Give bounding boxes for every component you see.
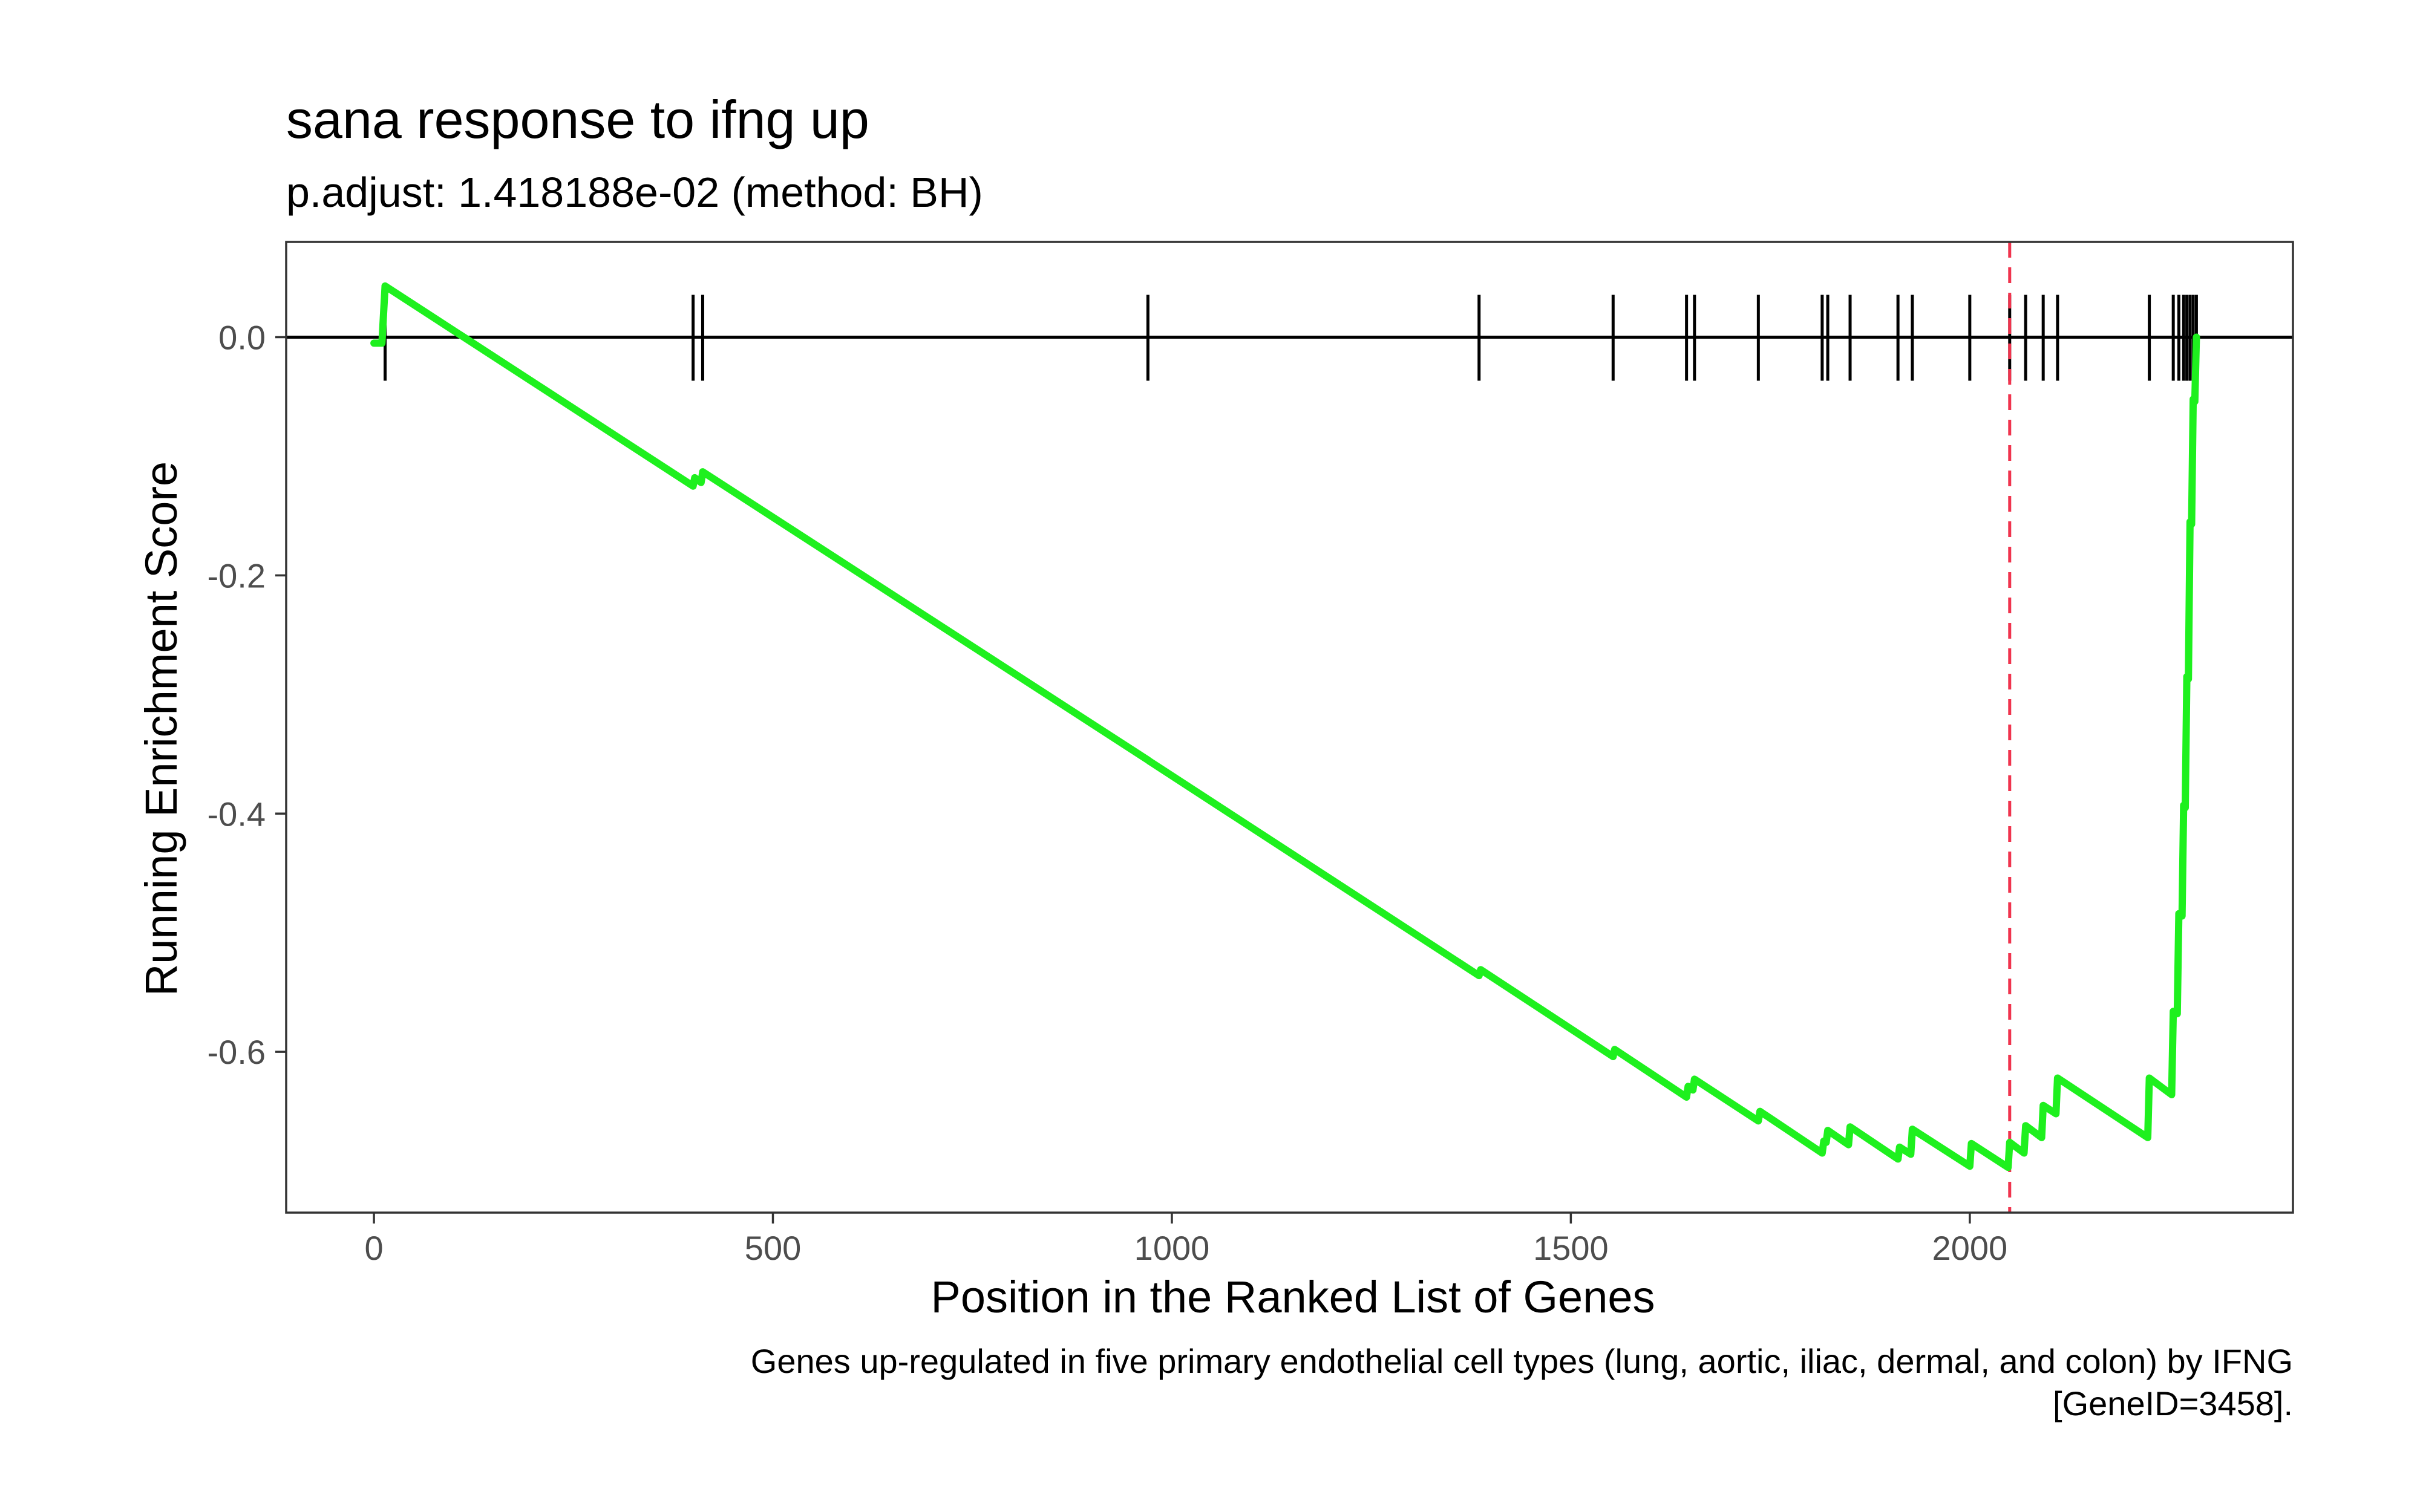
plot-area xyxy=(286,242,2293,1213)
caption-line-1: Genes up-regulated in five primary endot… xyxy=(751,1342,2293,1380)
y-tick-label-2: -0.4 xyxy=(208,795,266,833)
axes: 0 500 1000 1500 2000 0.0 -0.2 -0.4 -0.6 xyxy=(208,241,2294,1267)
chart-title: sana response to ifng up xyxy=(286,90,869,149)
y-tick-label-3: -0.6 xyxy=(208,1033,266,1071)
y-axis-title: Running Enrichment Score xyxy=(136,461,186,996)
x-axis-title: Position in the Ranked List of Genes xyxy=(930,1272,1655,1322)
x-tick-label-1000: 1000 xyxy=(1134,1229,1210,1267)
chart-subtitle: p.adjust: 1.418188e-02 (method: BH) xyxy=(286,169,983,216)
caption-line-2: [GeneID=3458]. xyxy=(2053,1384,2293,1422)
y-tick-label-1: -0.2 xyxy=(208,556,266,595)
y-tick-label-0: 0.0 xyxy=(218,319,266,357)
x-tick-label-500: 500 xyxy=(745,1229,801,1267)
x-tick-label-0: 0 xyxy=(364,1229,383,1267)
x-tick-label-2000: 2000 xyxy=(1932,1229,2008,1267)
running-enrichment-score-line xyxy=(370,282,2200,1171)
x-tick-label-1500: 1500 xyxy=(1533,1229,1609,1267)
panel-border xyxy=(285,241,2294,1214)
